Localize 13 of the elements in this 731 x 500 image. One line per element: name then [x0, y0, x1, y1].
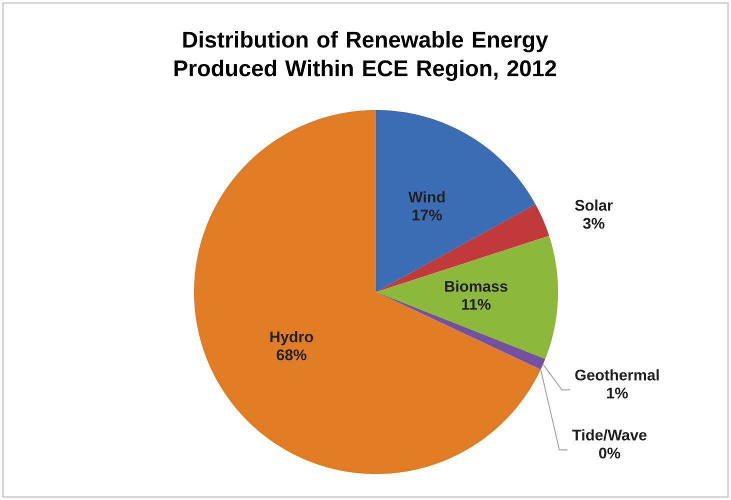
data-label: 68% — [276, 349, 306, 360]
slice-label: Geothermal — [575, 369, 659, 380]
category-label: Tide/Wave — [572, 429, 647, 441]
slice-label: Hydro — [270, 331, 314, 346]
slice-label: Biomass — [445, 280, 508, 292]
data-label: 11% — [462, 298, 491, 310]
data-label: 17% — [412, 210, 442, 220]
chart-title: Distribution of Renewable Energy Produced Within ECE Region, 2012 — [174, 31, 556, 81]
data-label: 1% — [607, 388, 628, 398]
text: 0% — [599, 448, 620, 458]
slice-label: Solar — [575, 200, 613, 211]
slice-label: Wind — [408, 191, 445, 202]
data-label: 3% — [583, 218, 604, 229]
